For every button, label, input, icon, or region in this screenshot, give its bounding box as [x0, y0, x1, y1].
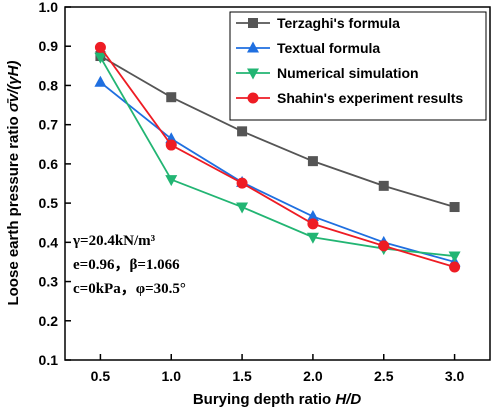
data-point: [448, 251, 461, 263]
y-tick-label: 0.5: [39, 195, 59, 211]
legend-label: Textual formula: [277, 40, 380, 56]
y-tick-label: 0.7: [39, 117, 59, 133]
data-point: [236, 202, 249, 214]
y-tick-label: 0.1: [39, 352, 59, 368]
legend-swatch-marker: [247, 92, 259, 104]
data-point: [165, 175, 178, 187]
annotation-e-beta: e=0.96，β=1.066: [73, 257, 180, 273]
plot-frame: [64, 6, 491, 361]
data-point: [236, 177, 248, 189]
data-point: [378, 180, 389, 191]
y-tick-label: 0.3: [39, 274, 59, 290]
data-point: [306, 232, 319, 244]
legend-label: Shahin's experiment results: [277, 90, 463, 106]
series-3: [94, 41, 461, 273]
x-tick-label: 1.0: [162, 368, 182, 384]
data-point: [306, 209, 319, 221]
x-tick-label: 1.5: [232, 368, 252, 384]
y-tick-label: 0.6: [39, 156, 59, 172]
x-tick-label: 2.0: [303, 368, 323, 384]
data-point: [449, 202, 460, 213]
series-line: [99, 55, 455, 208]
legend-label: Numerical simulation: [277, 65, 419, 81]
data-point: [307, 218, 319, 230]
data-point: [166, 92, 177, 103]
x-tick-label: 3.0: [445, 368, 465, 384]
y-tick-label: 0.2: [39, 313, 59, 329]
data-point: [165, 139, 177, 151]
data-point: [94, 41, 106, 53]
y-tick-label: 0.4: [39, 234, 59, 250]
legend-item: Shahin's experiment results: [236, 90, 463, 106]
legend-label: Terzaghi's formula: [277, 15, 400, 31]
x-tick-label: 2.5: [374, 368, 394, 384]
data-point: [94, 75, 107, 87]
y-axis-label: Loose earth pressure ratio σ̄v/(γH): [5, 60, 22, 305]
data-point: [237, 126, 248, 137]
legend-box: [229, 11, 487, 121]
legend-swatch-marker: [247, 41, 259, 53]
data-point: [449, 261, 461, 273]
x-axis: 0.5 1.0 1.5 2.0 2.5 3.0: [91, 354, 465, 384]
x-axis-label: Burying depth ratio H/D: [193, 391, 362, 408]
data-point: [94, 52, 107, 64]
y-tick-label: 1.0: [39, 0, 59, 15]
legend-item: Numerical simulation: [236, 65, 419, 81]
series-line: [99, 46, 455, 268]
data-series: [94, 41, 461, 273]
y-axis: 0.1 0.2 0.3 0.4 0.5 0.6 0.7 0.8 0.9 1.0: [39, 0, 71, 368]
legend-item: Textual formula: [236, 40, 380, 56]
annotation-gamma: γ=20.4kN/m³: [72, 233, 156, 249]
legend-swatch-marker: [248, 18, 258, 28]
data-point: [378, 240, 390, 252]
legend-swatch-marker: [247, 68, 259, 80]
legend-item: Terzaghi's formula: [236, 15, 400, 31]
y-tick-label: 0.8: [39, 77, 59, 93]
x-tick-label: 0.5: [91, 368, 111, 384]
data-point: [307, 156, 318, 167]
legend: Terzaghi's formula Textual formula Numeric…: [229, 11, 487, 121]
annotation-c-phi: c=0kPa，φ=30.5°: [73, 281, 186, 297]
y-tick-label: 0.9: [39, 38, 59, 54]
